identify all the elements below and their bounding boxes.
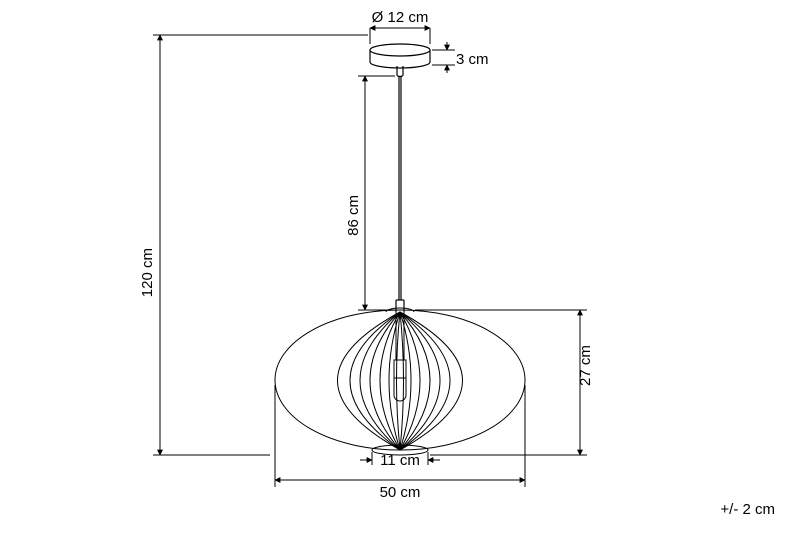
- canopy-height-label: 3 cm: [456, 51, 489, 68]
- bulb-socket: [394, 312, 406, 401]
- tolerance-label: +/- 2 cm: [720, 501, 775, 518]
- dim-shade-height: [415, 310, 587, 455]
- total-height-label: 120 cm: [139, 248, 156, 297]
- cord: [396, 76, 404, 312]
- dim-total-height: [153, 35, 368, 455]
- dim-canopy-height: [432, 42, 455, 73]
- lamp-shade: [275, 308, 525, 455]
- shade-height-label: 27 cm: [577, 345, 594, 386]
- dim-canopy-diameter: [370, 28, 430, 44]
- shade-width-label: 50 cm: [380, 484, 421, 501]
- canopy-diameter-label: Ø 12 cm: [372, 9, 429, 26]
- lamp-technical-diagram: Ø 12 cm 3 cm 86 cm 120 cm 27 cm 50 cm: [0, 0, 800, 533]
- cord-length-label: 86 cm: [345, 195, 362, 236]
- bottom-opening-label: 11 cm: [380, 452, 420, 469]
- dim-shade-width: [275, 385, 525, 487]
- dim-cord-length: [358, 76, 395, 310]
- canopy: [370, 44, 430, 77]
